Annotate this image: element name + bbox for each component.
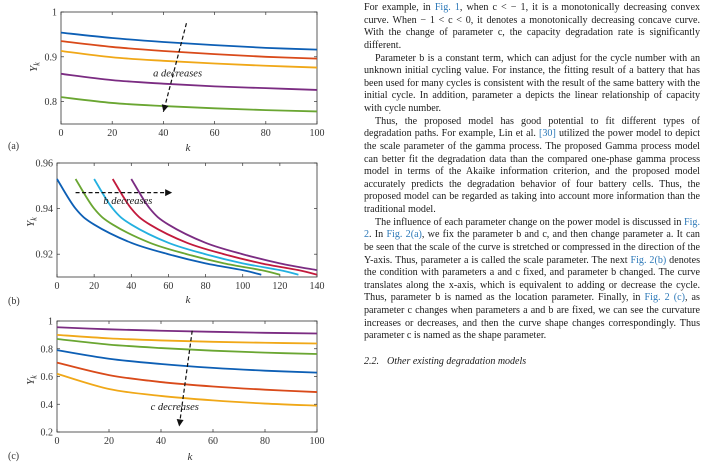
section-heading: 2.2. Other existing degradation models <box>364 356 700 369</box>
x-tick-label: 80 <box>260 436 270 447</box>
x-tick-label: 20 <box>104 436 114 447</box>
paragraph-2: Parameter b is a constant term, which ca… <box>364 53 700 116</box>
figure-2: 0 20 40 60 80 100 0.8 0.9 1 a decreases (a) k Yk 0 20 4… <box>0 0 345 465</box>
series-line <box>130 178 318 272</box>
series-line <box>60 31 318 51</box>
text-run: Thus, the proposed model has good potent… <box>364 115 700 140</box>
x-tick-label: 20 <box>107 128 117 139</box>
annotation-arrow-head <box>176 419 184 427</box>
y-axis-label: Yk <box>28 62 42 72</box>
y-tick-label: 1 <box>52 8 57 19</box>
series-line <box>111 178 318 276</box>
panel-label: (b) <box>8 296 20 307</box>
x-tick-label: 0 <box>55 436 60 447</box>
figure-reference-link[interactable]: Fig. 1 <box>434 2 460 13</box>
text-run: For example, in <box>364 2 435 13</box>
annotation-arrow-head <box>165 189 173 197</box>
y-tick-label: 0.96 <box>36 159 54 170</box>
x-tick-label: 40 <box>126 281 136 292</box>
figure-reference-link[interactable]: Fig. 2 <box>364 216 700 241</box>
series-line <box>56 361 318 393</box>
x-tick-label: 0 <box>55 281 60 292</box>
annotation-arrow-shaft <box>178 330 193 427</box>
plot-frame <box>56 162 318 278</box>
series-line <box>60 50 318 69</box>
annotation-label: b decreases <box>103 196 152 207</box>
text-run: utilized the power model to depict the s… <box>364 128 701 215</box>
x-tick-label: 60 <box>208 436 218 447</box>
series-line <box>60 96 318 113</box>
y-axis-label-subscript: k <box>30 375 39 379</box>
x-tick-label: 40 <box>156 436 166 447</box>
text-run: , we fix the parameter b and c, and then… <box>364 229 700 266</box>
y-axis-label-subscript: k <box>30 217 39 221</box>
series-line <box>93 178 299 276</box>
series-line <box>56 338 318 355</box>
y-axis-label-subscript: k <box>33 62 42 66</box>
y-tick-label: 0.8 <box>45 97 58 108</box>
y-tick-label: 0.9 <box>45 52 58 63</box>
series-line <box>74 178 281 276</box>
series-line <box>60 40 318 60</box>
figure-reference-link[interactable]: Fig. 2(b) <box>630 254 667 266</box>
section-title: Other existing degradation models <box>387 355 527 367</box>
plot-frame <box>60 11 318 125</box>
series-line <box>56 178 262 276</box>
text-run: The influence of each parameter change o… <box>375 216 684 228</box>
text-run: , as parameter c changes when parameters… <box>364 292 700 342</box>
paragraph-4: The influence of each parameter change o… <box>364 217 700 343</box>
y-axis-label: Yk <box>25 375 39 385</box>
y-tick-label: 1 <box>48 317 53 328</box>
x-axis-label: k <box>188 451 194 463</box>
x-tick-label: 100 <box>310 128 325 139</box>
x-tick-label: 100 <box>310 436 325 447</box>
series-line <box>56 372 318 407</box>
annotation-label: a decreases <box>153 69 202 80</box>
x-tick-label: 40 <box>158 128 168 139</box>
x-tick-label: 120 <box>272 281 287 292</box>
text-run: , when c < − 1, it is a monotonically de… <box>364 2 700 51</box>
x-tick-label: 20 <box>89 281 99 292</box>
figure-reference-link[interactable]: [30] <box>539 128 556 140</box>
figure-reference-link[interactable]: Fig. 2 (c) <box>644 292 685 304</box>
paragraph-3: Thus, the proposed model has good potent… <box>364 116 700 217</box>
paragraph-1: For example, in Fig. 1, when c < − 1, it… <box>364 2 700 53</box>
x-tick-label: 100 <box>235 281 250 292</box>
x-tick-label: 140 <box>310 281 325 292</box>
y-tick-label: 0.4 <box>41 400 54 411</box>
series-line <box>56 333 318 345</box>
y-tick-label: 0.94 <box>36 204 54 215</box>
panel-label: (a) <box>8 141 19 152</box>
text-run: denotes the condition with parameters a … <box>364 254 701 304</box>
y-tick-label: 0.92 <box>36 250 54 261</box>
panel-label: (c) <box>8 451 19 462</box>
x-axis-label: k <box>186 294 192 306</box>
x-tick-label: 0 <box>59 128 64 139</box>
body-text-column: For example, in Fig. 1, when c < − 1, it… <box>364 2 700 369</box>
y-tick-label: 0.2 <box>41 428 54 439</box>
annotation-label: c decreases <box>151 402 199 413</box>
x-tick-label: 60 <box>163 281 173 292</box>
y-axis-label: Yk <box>25 217 39 227</box>
text-run: Parameter b is a constant term, which ca… <box>364 52 700 115</box>
x-tick-label: 80 <box>261 128 271 139</box>
annotation-arrow-shaft <box>162 23 188 113</box>
x-tick-label: 80 <box>201 281 211 292</box>
series-line <box>56 326 318 335</box>
section-number: 2.2. <box>364 355 379 367</box>
x-tick-label: 60 <box>210 128 220 139</box>
annotation-arrow-head <box>161 104 169 112</box>
x-axis-label: k <box>186 142 192 154</box>
figure-reference-link[interactable]: Fig. 2(a) <box>386 229 422 241</box>
y-tick-label: 0.6 <box>41 372 54 383</box>
series-line <box>60 72 318 91</box>
text-run: . In <box>369 229 387 241</box>
y-tick-label: 0.8 <box>41 344 54 355</box>
